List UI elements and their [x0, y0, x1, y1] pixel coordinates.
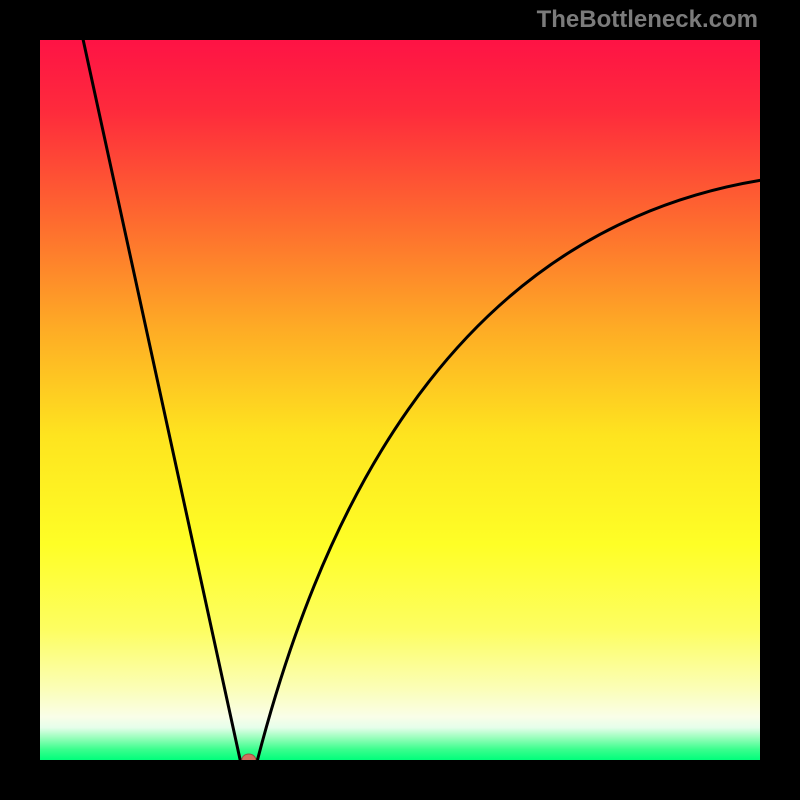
gradient-background: [40, 40, 760, 760]
plot-svg: [40, 40, 760, 760]
chart-canvas: TheBottleneck.com: [0, 0, 800, 800]
watermark-text: TheBottleneck.com: [537, 6, 758, 34]
plot-area: [40, 40, 760, 760]
